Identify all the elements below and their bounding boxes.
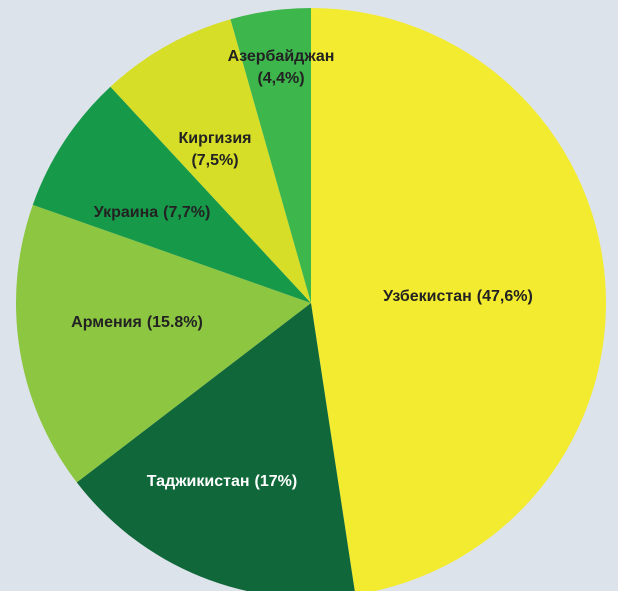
label-value: (7,7%) xyxy=(163,204,210,221)
pie-slice xyxy=(76,303,355,591)
label-name: Азербайджан xyxy=(228,48,335,65)
label-name: Узбекистан xyxy=(383,288,472,305)
label-value: (4,4%) xyxy=(257,70,304,87)
slice-label: Таджикистан (17%) xyxy=(147,473,297,490)
label-value: (15.8%) xyxy=(147,314,203,331)
slice-label: Азербайджан (4,4%) xyxy=(228,48,335,87)
slice-label: Киргизия (7,5%) xyxy=(179,130,252,169)
label-name: Украина xyxy=(94,204,159,221)
label-value: (17%) xyxy=(255,473,298,490)
pie-slice xyxy=(16,204,312,483)
slice-label: Узбекистан (47,6%) xyxy=(383,288,533,305)
pie-slice xyxy=(311,8,606,591)
label-name: Киргизия xyxy=(179,130,252,147)
pie-slice xyxy=(32,86,312,304)
label-value: (47,6%) xyxy=(477,288,533,305)
label-value: (7,5%) xyxy=(191,152,238,169)
slice-label: Украина (7,7%) xyxy=(94,204,211,221)
pie-slice xyxy=(110,19,311,303)
label-name: Армения xyxy=(71,314,142,331)
pie-slice xyxy=(230,8,311,303)
label-name: Таджикистан xyxy=(147,473,250,490)
slice-label: Армения (15.8%) xyxy=(71,314,203,331)
